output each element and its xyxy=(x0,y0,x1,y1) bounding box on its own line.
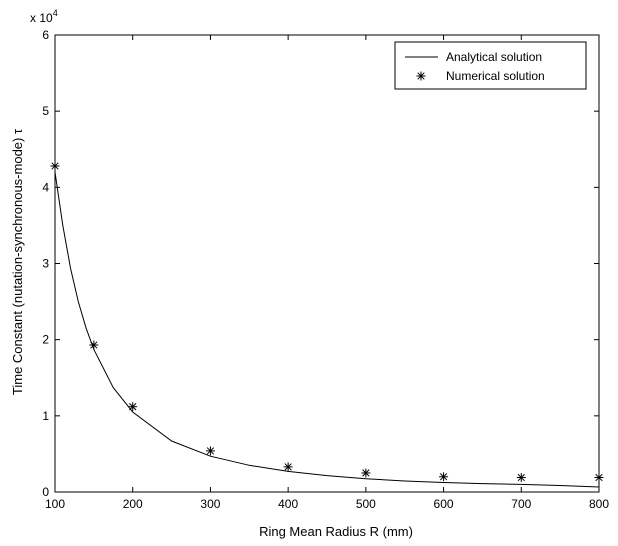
x-tick-label: 600 xyxy=(434,497,454,511)
data-point-numerical xyxy=(205,446,215,456)
x-tick-label: 300 xyxy=(200,497,220,511)
y-tick-label: 0 xyxy=(42,485,49,499)
x-tick-label: 700 xyxy=(511,497,531,511)
y-exponent-base: x 10 xyxy=(30,11,53,25)
data-point-numerical xyxy=(50,161,60,171)
data-point-numerical xyxy=(516,473,526,483)
y-axis-label: Time Constant (nutation-synchronous-mode… xyxy=(10,128,25,395)
y-tick-label: 2 xyxy=(42,333,49,347)
x-tick-label: 800 xyxy=(589,497,609,511)
x-tick-label: 100 xyxy=(45,497,65,511)
x-tick-label: 500 xyxy=(356,497,376,511)
y-tick-label: 3 xyxy=(42,257,49,271)
axis-ticks: 100 200 300 400 500 600 700 800 0 1 2 3 4 5 6 xyxy=(42,28,609,511)
legend-marker-sample xyxy=(416,71,426,81)
plot-area xyxy=(54,34,600,493)
data-point-numerical xyxy=(283,462,293,472)
legend-box xyxy=(394,41,587,90)
y-tick-label: 4 xyxy=(42,180,49,194)
data-point-numerical xyxy=(128,402,138,412)
data-point-numerical xyxy=(439,472,449,482)
series-line-analytical xyxy=(54,172,600,488)
y-axis-exponent: x 104 xyxy=(30,8,58,25)
data-point-numerical xyxy=(594,473,604,483)
legend-label-analytical: Analytical solution xyxy=(446,50,542,64)
series-layer xyxy=(50,161,604,488)
legend-label-numerical: Numerical solution xyxy=(446,69,545,83)
y-tick-label: 6 xyxy=(42,28,49,42)
x-tick-label: 200 xyxy=(123,497,143,511)
x-tick-label: 400 xyxy=(278,497,298,511)
data-point-numerical xyxy=(361,468,371,478)
data-point-numerical xyxy=(89,340,99,350)
y-exponent-power: 4 xyxy=(53,8,58,18)
y-tick-label: 5 xyxy=(42,104,49,118)
legend-star-icon xyxy=(416,71,426,81)
legend: Analytical solution Numerical solution xyxy=(394,41,587,90)
y-tick-label: 1 xyxy=(42,409,49,423)
x-axis-label: Ring Mean Radius R (mm) xyxy=(259,524,413,539)
